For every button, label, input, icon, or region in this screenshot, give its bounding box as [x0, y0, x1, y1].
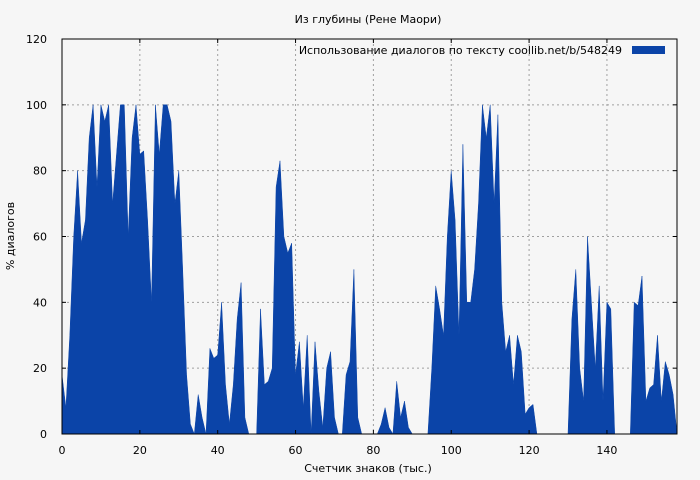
x-tick-label: 60: [289, 444, 303, 457]
y-tick-label: 0: [40, 428, 47, 441]
y-tick-label: 40: [33, 296, 47, 309]
x-tick-label: 100: [441, 444, 462, 457]
x-tick-label: 120: [519, 444, 540, 457]
legend-label: Использование диалогов по тексту coollib…: [299, 44, 622, 57]
y-tick-label: 20: [33, 362, 47, 375]
y-tick-label: 120: [26, 33, 47, 46]
x-tick-label: 40: [211, 444, 225, 457]
x-axis-label: Счетчик знаков (тыс.): [304, 462, 432, 475]
plot-area: [61, 104, 678, 435]
y-tick-label: 80: [33, 165, 47, 178]
x-tick-label: 140: [596, 444, 617, 457]
x-tick-label: 20: [133, 444, 147, 457]
series-area: [61, 104, 678, 435]
legend-swatch: [632, 46, 665, 54]
x-tick-label: 0: [59, 444, 66, 457]
axis-ticks: 0 20 40 60 80 100 120 0 20 40 60 80 100 120 140: [26, 33, 677, 457]
legend: Использование диалогов по тексту coollib…: [299, 44, 665, 57]
x-tick-label: 80: [366, 444, 380, 457]
chart-title: Из глубины (Рене Маори): [295, 13, 442, 26]
y-tick-label: 100: [26, 99, 47, 112]
gridlines: [62, 39, 677, 434]
y-tick-label: 60: [33, 231, 47, 244]
y-axis-label: % диалогов: [4, 202, 17, 270]
